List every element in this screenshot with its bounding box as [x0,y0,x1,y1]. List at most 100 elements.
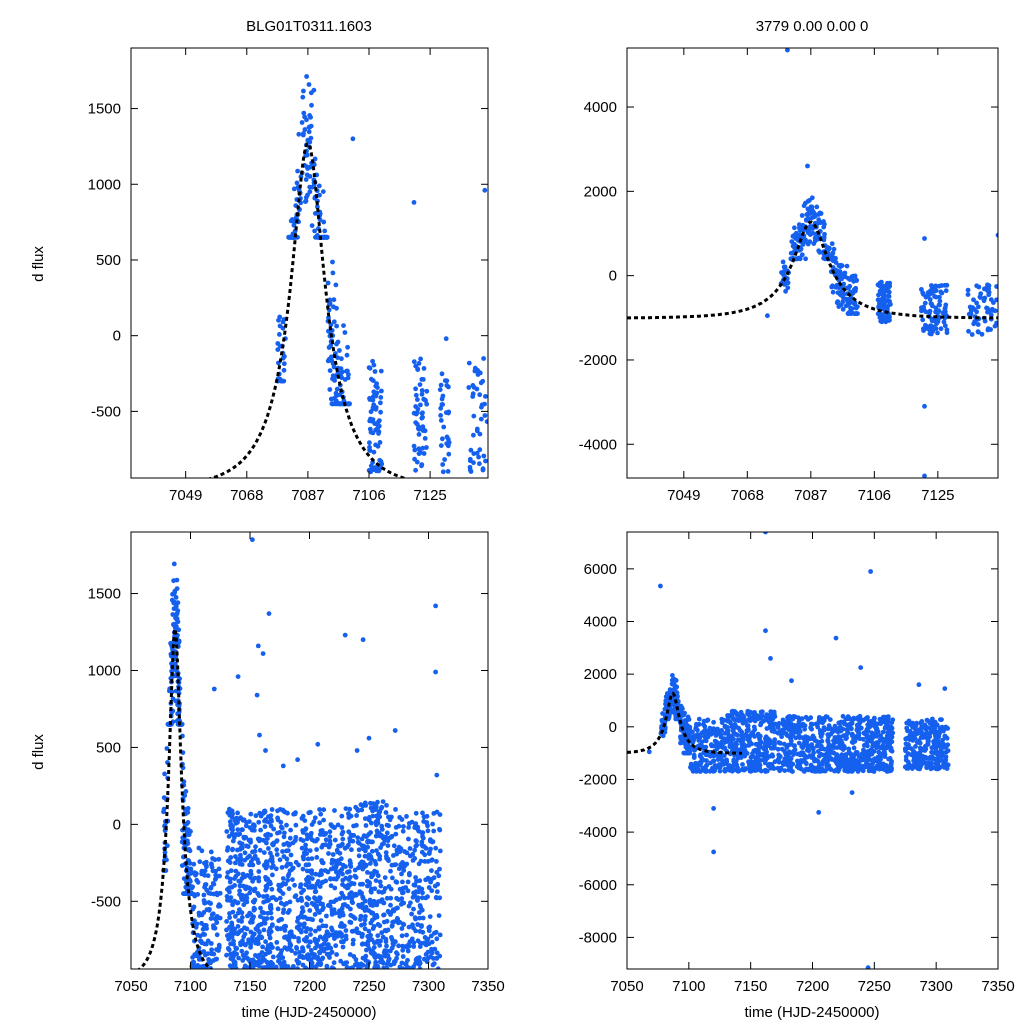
data-point [425,894,430,900]
data-point [391,862,397,868]
data-point [384,830,390,836]
data-point [200,931,206,937]
data-point [933,294,939,300]
data-point [252,897,258,903]
data-point [740,720,746,726]
data-point [259,950,265,955]
data-point [717,768,723,774]
data-point [681,750,687,756]
data-point [360,895,366,900]
data-point [698,742,704,748]
data-point [334,323,339,329]
data-point [877,762,882,768]
data-point [928,730,933,736]
data-point [307,174,313,179]
data-point [350,914,356,920]
data-point [673,716,679,722]
data-point [290,877,295,882]
data-point [274,839,279,844]
data-point [176,638,182,644]
data-point [173,604,179,609]
data-point [398,862,403,868]
data-point [304,164,310,170]
data-point [242,963,248,969]
data-point [685,714,691,720]
data-point [776,721,782,726]
data-point [419,377,425,382]
data-point [391,843,397,849]
data-point [808,715,814,721]
data-point [727,763,732,768]
data-point [786,714,792,719]
data-point [406,836,411,842]
data-point [404,814,409,819]
data-point [347,952,353,957]
data-point [206,900,212,905]
data-point [860,736,866,742]
data-point [248,811,254,817]
data-point [306,810,312,816]
plot-frame [130,47,489,479]
data-point [378,938,383,944]
data-point [302,921,307,927]
data-point [417,966,423,969]
data-point [721,753,727,758]
data-point [369,848,375,854]
data-point [942,733,948,739]
data-point [283,881,288,887]
data-point [371,362,377,368]
data-point [239,948,245,954]
data-point [425,828,431,834]
data-point [985,307,991,312]
data-point [903,754,909,760]
data-point [349,928,355,934]
data-point [355,835,361,841]
data-point [410,922,415,928]
data-point [326,953,331,958]
data-point [381,900,387,906]
data-point [887,756,893,761]
data-point [884,724,889,729]
data-point [337,896,343,901]
data-point [286,886,292,892]
data-point [374,848,379,853]
data-point [317,807,322,812]
data-point [333,390,339,396]
data-point [345,368,350,374]
data-point [418,356,423,362]
data-point [395,920,401,926]
data-point [376,889,382,895]
data-point [697,753,703,759]
data-point [944,282,950,288]
data-point [843,756,848,761]
data-point [331,966,337,969]
data-point [334,952,339,957]
y-tick-label: 500 [96,252,121,269]
y-tick-label: 1000 [88,662,121,679]
data-point [248,963,254,969]
data-point [378,400,383,406]
outlier-point [211,686,217,692]
data-point [285,861,291,866]
data-point [375,820,381,826]
data-point [799,716,805,722]
data-point [755,767,761,773]
panel-bottom-right: 7050 7100 7150 7200 7250 7300 7350-8000-6000-4… [579,531,1015,995]
data-point [327,841,333,847]
data-point [830,289,836,295]
panel-bottom-left: 7050 7100 7150 7200 7250 7300 7350-50005001000… [88,531,505,995]
data-point [161,795,167,800]
data-point [296,131,302,137]
data-point [697,732,702,738]
data-point [360,905,365,911]
data-point [877,766,882,772]
data-point [175,619,181,625]
data-point [269,915,274,921]
data-point [293,859,299,865]
data-point [294,945,299,950]
data-points [765,48,998,478]
data-point [329,912,335,917]
data-point [868,763,874,769]
data-point [748,754,754,760]
data-point [311,162,317,168]
